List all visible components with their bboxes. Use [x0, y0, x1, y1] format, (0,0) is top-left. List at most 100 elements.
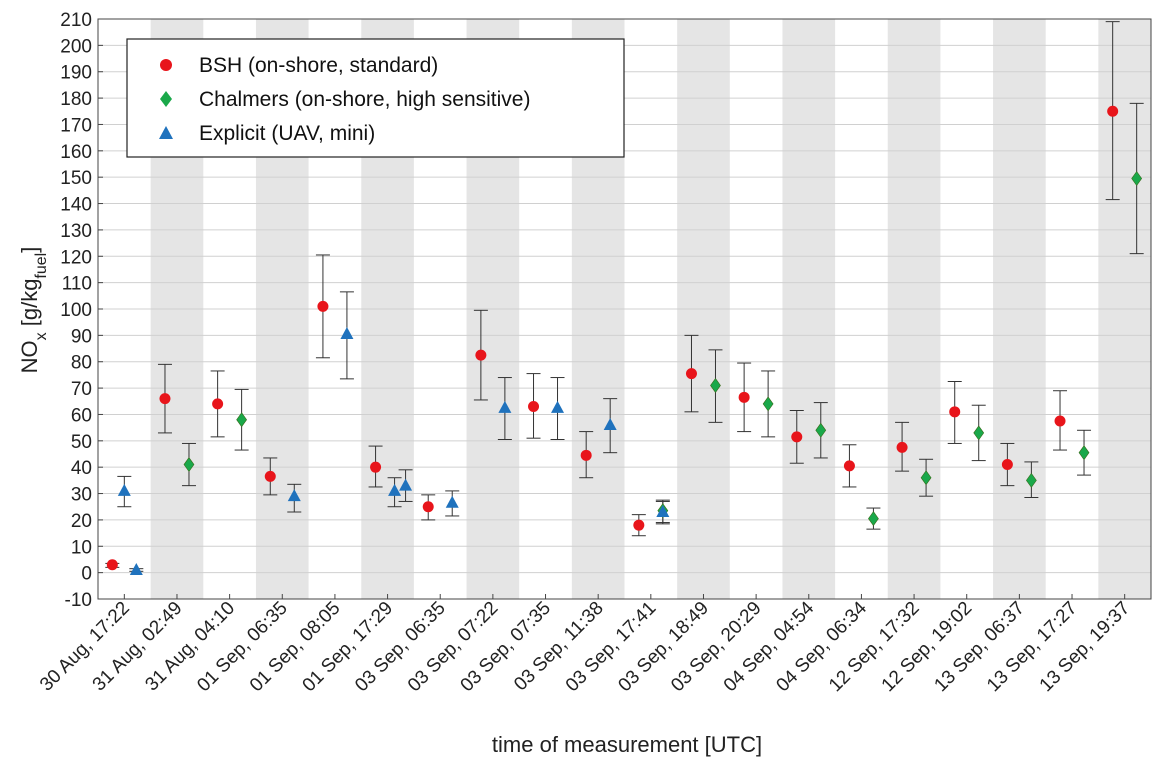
- explicit-marker: [551, 400, 565, 413]
- chalmers-marker: [815, 422, 827, 438]
- y-tick-label: 210: [60, 10, 92, 31]
- x-tick-label: 12 Sep, 19:02: [878, 598, 977, 697]
- x-tick-label: 13 Sep, 19:37: [1036, 598, 1135, 697]
- y-tick-label: 160: [60, 142, 92, 163]
- explicit-marker: [445, 495, 459, 508]
- chalmers-marker: [710, 377, 721, 393]
- data-markers: [106, 105, 1143, 575]
- bsh-marker: [738, 391, 750, 403]
- y-tick-label: 130: [60, 221, 92, 242]
- y-tick-label: 190: [60, 63, 92, 84]
- bsh-marker: [212, 398, 224, 410]
- legend-label-chalmers: Chalmers (on-shore, high sensitive): [199, 88, 530, 111]
- y-tick-label: 120: [60, 247, 92, 268]
- y-tick-label: 200: [60, 36, 92, 57]
- bsh-marker: [580, 449, 592, 461]
- legend-label-bsh: BSH (on-shore, standard): [199, 54, 438, 77]
- bsh-marker: [843, 460, 855, 472]
- x-tick-label: 03 Sep, 17:41: [562, 598, 661, 697]
- y-axis-label: NOx [g/kgfuel]: [17, 247, 50, 374]
- y-tick-label: 180: [60, 89, 92, 110]
- y-tick-label: 140: [60, 195, 92, 216]
- x-tick-label: 03 Sep, 07:22: [404, 598, 503, 697]
- bsh-marker: [1107, 105, 1119, 117]
- x-tick-label: 01 Sep, 06:35: [193, 598, 292, 697]
- x-tick-label: 30 Aug, 17:22: [36, 598, 134, 696]
- y-label-end: ]: [17, 247, 42, 253]
- x-tick-label: 03 Sep, 18:49: [614, 598, 713, 697]
- x-tick-label: 04 Sep, 04:54: [720, 597, 819, 696]
- explicit-marker: [399, 478, 413, 491]
- y-tick-label: 80: [71, 353, 92, 374]
- bsh-marker: [1054, 415, 1066, 427]
- y-tick-label: 100: [60, 300, 92, 321]
- bsh-marker: [633, 519, 645, 531]
- bsh-marker: [1001, 459, 1013, 471]
- y-tick-label: 50: [71, 432, 92, 453]
- y-label-sub1: x: [33, 332, 50, 340]
- explicit-marker: [287, 489, 301, 502]
- legend-label-explicit: Explicit (UAV, mini): [199, 122, 375, 145]
- y-label-base: NO: [17, 340, 42, 373]
- bsh-marker: [106, 559, 118, 571]
- legend: BSH (on-shore, standard) Chalmers (on-sh…: [126, 38, 625, 158]
- bsh-marker: [949, 406, 961, 418]
- x-axis-label: time of measurement [UTC]: [492, 732, 762, 757]
- y-tick-label: 20: [71, 511, 92, 532]
- chalmers-marker: [868, 511, 879, 527]
- legend-marker-chalmers: [160, 91, 172, 107]
- x-tick-label: 03 Sep, 06:35: [351, 598, 450, 697]
- bsh-marker: [791, 431, 803, 443]
- bsh-marker: [264, 470, 276, 482]
- y-label-mid: [g/kg: [17, 279, 42, 333]
- bsh-marker: [422, 501, 434, 513]
- y-tick-label: 70: [71, 379, 92, 400]
- x-tick-label: 13 Sep, 06:37: [930, 598, 1029, 697]
- y-tick-label: 10: [71, 537, 92, 558]
- y-tick-label: 30: [71, 485, 92, 506]
- explicit-marker: [498, 400, 512, 413]
- chalmers-marker: [1078, 445, 1090, 461]
- explicit-marker: [117, 483, 131, 496]
- x-tick-label: 01 Sep, 08:05: [246, 598, 345, 697]
- y-tick-label: 110: [62, 274, 92, 295]
- y-tick-label: -10: [65, 590, 92, 611]
- y-tick-label: 170: [60, 115, 92, 136]
- y-tick-label: 40: [71, 458, 92, 479]
- bsh-marker: [475, 349, 487, 361]
- y-tick-label: 60: [71, 405, 92, 426]
- x-tick-label: 01 Sep, 17:29: [299, 598, 398, 697]
- chalmers-marker: [920, 470, 932, 486]
- legend-marker-bsh: [160, 59, 172, 71]
- explicit-marker: [603, 418, 617, 430]
- bsh-marker: [317, 300, 329, 312]
- chalmers-marker: [183, 457, 195, 473]
- bsh-marker: [528, 401, 540, 413]
- x-tick-label: 12 Sep, 17:32: [825, 598, 924, 697]
- chalmers-marker: [1131, 170, 1143, 187]
- chalmers-marker: [1026, 472, 1037, 488]
- bsh-marker: [896, 441, 908, 453]
- bsh-marker: [685, 368, 697, 380]
- explicit-marker: [388, 483, 402, 496]
- y-tick-label: 0: [81, 564, 92, 585]
- explicit-marker: [340, 327, 354, 340]
- bsh-marker: [159, 393, 171, 405]
- legend-marker-explicit: [159, 126, 173, 139]
- legend-box: [126, 38, 625, 158]
- y-label-sub2: fuel: [33, 253, 50, 279]
- x-tick-label: 13 Sep, 17:27: [983, 598, 1082, 697]
- y-tick-label: 90: [71, 326, 92, 347]
- chalmers-marker: [762, 396, 774, 412]
- chalmers-marker: [236, 412, 247, 428]
- explicit-marker: [656, 505, 670, 517]
- y-axis-ticks: -10 0 10 20 30 40 50 60 70 80 90 100 110 120 130 140 150…: [60, 10, 103, 611]
- explicit-marker: [129, 563, 143, 575]
- x-tick-label: 03 Sep, 20:29: [667, 598, 766, 697]
- bsh-marker: [370, 461, 382, 473]
- x-tick-label: 04 Sep, 06:34: [772, 597, 871, 696]
- x-tick-label: 03 Sep, 07:35: [457, 598, 556, 697]
- chalmers-marker: [973, 425, 985, 441]
